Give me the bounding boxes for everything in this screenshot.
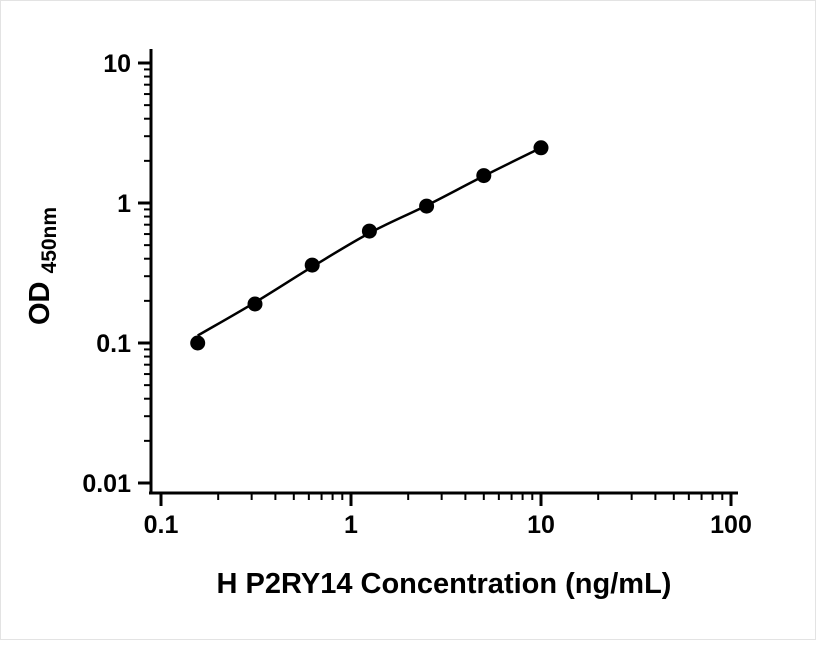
x-tick-label: 100 (710, 511, 752, 539)
data-point (190, 335, 206, 351)
x-tick-label: 10 (527, 511, 555, 539)
data-point (476, 168, 492, 184)
y-tick-label: 0.1 (96, 330, 131, 358)
y-axis-title-sub: 450nm (38, 207, 61, 274)
data-point (247, 296, 263, 312)
y-tick-label: 1 (117, 190, 131, 218)
y-axis-title-main: OD (24, 282, 56, 326)
y-tick-label: 0.01 (82, 470, 131, 498)
data-point (533, 140, 549, 156)
x-tick-label: 1 (344, 511, 358, 539)
x-tick-label: 0.1 (144, 511, 179, 539)
plot-area: 0.1 1 10 100 0.01 0.1 1 10 (82, 49, 752, 539)
y-axis-title: OD 450nm (24, 207, 61, 325)
y-tick-label: 10 (103, 50, 131, 78)
data-point (304, 257, 320, 273)
x-axis-title: H P2RY14 Concentration (ng/mL) (217, 568, 672, 600)
data-point (361, 223, 377, 239)
data-point (419, 198, 435, 214)
